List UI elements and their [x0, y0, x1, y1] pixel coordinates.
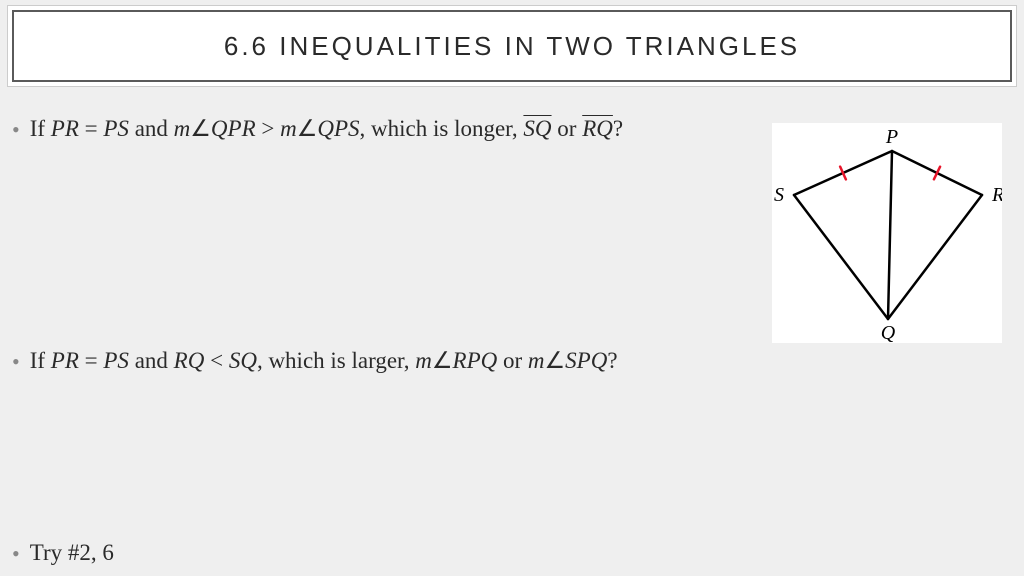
slide-title: 6.6 INEQUALITIES IN TWO TRIANGLES: [224, 31, 800, 62]
bullet-icon: •: [12, 539, 20, 570]
bullet-question-1: • If PR = PS and m∠QPR > m∠QPS, which is…: [0, 113, 623, 146]
bullet-icon: •: [12, 115, 20, 146]
bullet-icon: •: [12, 347, 20, 378]
bullet-try: • Try #2, 6: [0, 537, 114, 570]
content-area: • If PR = PS and m∠QPR > m∠QPS, which is…: [0, 105, 1024, 576]
question-2-text: If PR = PS and RQ < SQ, which is larger,…: [30, 345, 618, 377]
svg-text:S: S: [774, 184, 784, 206]
svg-text:Q: Q: [881, 322, 896, 343]
svg-text:P: P: [885, 126, 898, 148]
question-1-text: If PR = PS and m∠QPR > m∠QPS, which is l…: [30, 113, 623, 145]
svg-text:R: R: [991, 184, 1002, 206]
triangle-diagram: P S R Q: [772, 123, 1002, 343]
title-box: 6.6 INEQUALITIES IN TWO TRIANGLES: [12, 10, 1012, 82]
diagram-svg: P S R Q: [772, 123, 1002, 343]
bullet-question-2: • If PR = PS and RQ < SQ, which is large…: [0, 345, 618, 378]
try-text: Try #2, 6: [30, 537, 114, 569]
